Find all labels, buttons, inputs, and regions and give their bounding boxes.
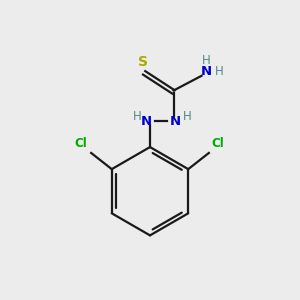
Text: N: N: [170, 115, 181, 128]
Text: S: S: [138, 55, 148, 69]
Text: N: N: [200, 65, 211, 78]
Text: Cl: Cl: [211, 137, 224, 150]
Text: H: H: [202, 54, 210, 67]
Text: N: N: [141, 115, 152, 128]
Text: H: H: [182, 110, 191, 123]
Text: Cl: Cl: [75, 137, 88, 150]
Text: H: H: [215, 65, 224, 78]
Text: H: H: [133, 110, 142, 123]
